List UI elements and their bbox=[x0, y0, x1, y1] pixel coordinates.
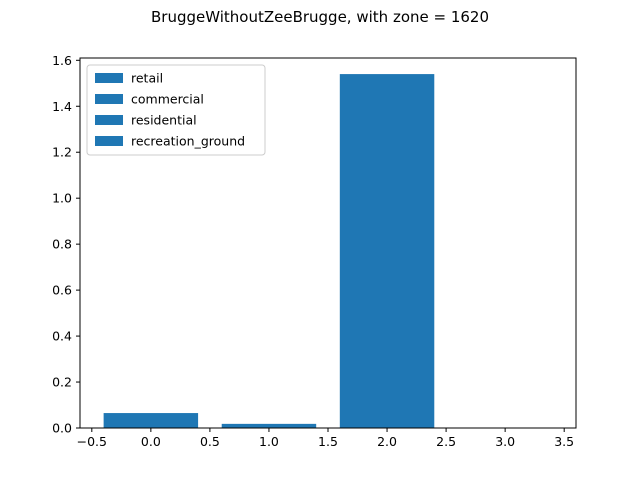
y-tick-label: 0.2 bbox=[52, 375, 72, 390]
y-tick-label: 1.0 bbox=[52, 191, 72, 206]
y-tick-label: 1.2 bbox=[52, 145, 72, 160]
legend-swatch bbox=[95, 94, 123, 104]
legend-swatch bbox=[95, 115, 123, 125]
legend-label: commercial bbox=[131, 92, 204, 107]
x-tick-label: 3.5 bbox=[554, 434, 574, 449]
y-tick-label: 0.6 bbox=[52, 283, 72, 298]
legend-label: recreation_ground bbox=[131, 134, 245, 149]
bar-retail bbox=[103, 413, 199, 428]
y-tick-label: 0.8 bbox=[52, 237, 72, 252]
x-tick-label: 3.0 bbox=[495, 434, 515, 449]
plot-area: −0.5 0.0 0.5 1.0 1.5 2.0 2.5 3.0 3.5 0.0 0.2 0.4 0.6… bbox=[52, 53, 577, 449]
legend-swatch bbox=[95, 73, 123, 83]
bar-residential bbox=[339, 74, 435, 428]
legend-label: retail bbox=[131, 71, 163, 86]
x-tick-label: 1.5 bbox=[318, 434, 338, 449]
y-tick-label: 0.0 bbox=[52, 421, 72, 436]
y-tick-label: 1.6 bbox=[52, 53, 72, 68]
x-tick-label: 0.0 bbox=[141, 434, 161, 449]
legend-swatch bbox=[95, 136, 123, 146]
bar-commercial bbox=[221, 423, 317, 428]
x-tick-label: −0.5 bbox=[77, 434, 107, 449]
x-tick-label: 2.0 bbox=[377, 434, 397, 449]
y-tick-label: 1.4 bbox=[52, 99, 72, 114]
chart-title: BruggeWithoutZeeBrugge, with zone = 1620 bbox=[151, 8, 489, 26]
x-tick-label: 1.0 bbox=[259, 434, 279, 449]
y-tick-label: 0.4 bbox=[52, 329, 72, 344]
x-tick-label: 0.5 bbox=[200, 434, 220, 449]
legend-box bbox=[86, 64, 266, 156]
legend-label: residential bbox=[131, 113, 197, 128]
x-tick-label: 2.5 bbox=[436, 434, 456, 449]
